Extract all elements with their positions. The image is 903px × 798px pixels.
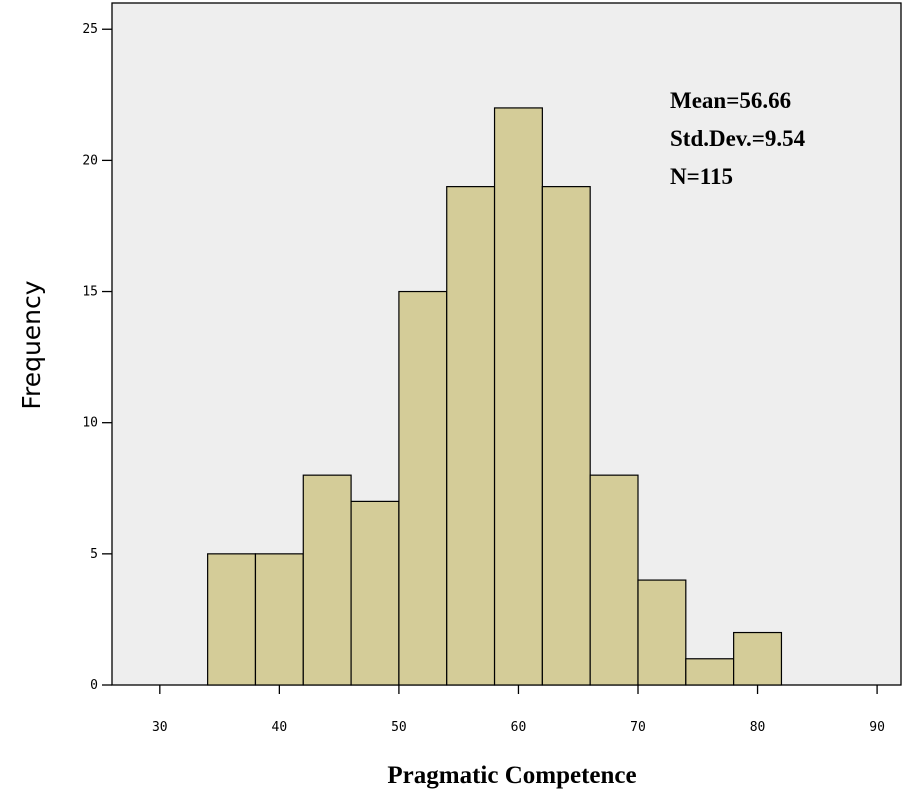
- x-tick-label: 80: [750, 720, 766, 735]
- histogram-bar: [589, 474, 639, 686]
- y-tick-label: 0: [90, 678, 98, 693]
- x-tick-label: 90: [869, 720, 885, 735]
- y-tick-label: 5: [90, 547, 98, 562]
- x-axis: 30 40 50 60 70 80 90: [152, 685, 885, 735]
- x-tick-label: 50: [391, 720, 407, 735]
- y-tick-label: 10: [82, 416, 98, 431]
- stat-std-dev: Std.Dev.=9.54: [670, 126, 806, 151]
- x-tick-label: 40: [272, 720, 288, 735]
- stat-n: N=115: [670, 164, 733, 189]
- x-tick-label: 60: [511, 720, 527, 735]
- histogram-bar: [733, 631, 783, 686]
- x-axis-label: Pragmatic Competence: [387, 762, 636, 789]
- y-tick-label: 25: [82, 22, 98, 37]
- histogram-bar: [446, 186, 496, 686]
- histogram-bar: [398, 290, 448, 686]
- histogram-bar: [207, 553, 257, 686]
- stat-mean: Mean=56.66: [670, 88, 791, 113]
- histogram-bar: [637, 579, 687, 686]
- y-axis: 0 5 10 15 20 25: [82, 22, 112, 693]
- y-axis-label: Frequency: [17, 280, 46, 409]
- bars-group: [207, 107, 783, 686]
- y-tick-label: 20: [82, 153, 98, 168]
- x-tick-label: 70: [630, 720, 646, 735]
- y-tick-label: 15: [82, 285, 98, 300]
- histogram-bar: [541, 186, 591, 686]
- histogram-bar: [302, 474, 352, 686]
- x-tick-label: 30: [152, 720, 168, 735]
- histogram-bar: [350, 500, 400, 686]
- histogram-bar: [685, 658, 735, 686]
- histogram-bar: [493, 107, 543, 686]
- histogram-bar: [254, 553, 304, 686]
